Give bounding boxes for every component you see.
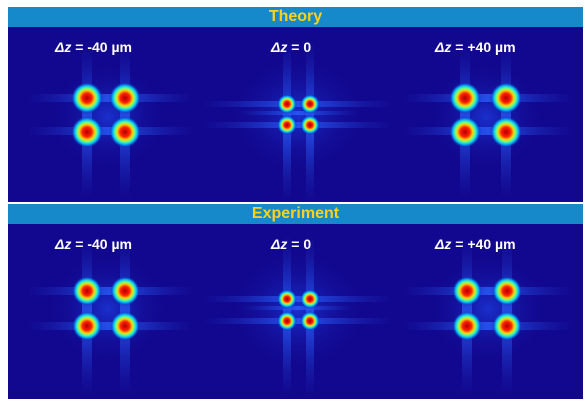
intensity-lobe [71, 82, 103, 114]
intensity-lobe [300, 311, 320, 331]
delta-z-value: = 0 [287, 236, 312, 252]
intensity-lobe [449, 82, 481, 114]
panel-label: Δz = +40 µm [435, 39, 516, 55]
intensity-lobe [277, 289, 297, 309]
theory-pattern-left [28, 47, 193, 197]
theory-panel-row: Δz = -40 µm Δz = 0 Δz = +40 µm [8, 27, 583, 202]
section-title-experiment: Experiment [8, 204, 583, 224]
intensity-lobe [277, 94, 297, 114]
panel-label: Δz = -40 µm [55, 39, 132, 55]
experiment-panel-row: Δz = -40 µm Δz = 0 Δz = +40 µm [8, 224, 583, 399]
intensity-lobe [110, 276, 140, 306]
intensity-lobe [110, 311, 140, 341]
intensity-lobe [72, 276, 102, 306]
intensity-lobe [109, 82, 141, 114]
intensity-lobe [452, 311, 482, 341]
intensity-lobe [300, 94, 320, 114]
intensity-lobe [490, 82, 522, 114]
panel-label: Δz = 0 [271, 236, 311, 252]
delta-z-value: = 0 [287, 39, 312, 55]
panel-label: Δz = 0 [271, 39, 311, 55]
intensity-lobe [300, 289, 320, 309]
delta-z-symbol: Δz [55, 39, 72, 55]
intensity-lobe [277, 311, 297, 331]
experiment-pattern-left [28, 239, 193, 394]
delta-z-value: = -40 µm [71, 39, 132, 55]
theory-intensity-image [28, 42, 573, 202]
delta-z-value: = -40 µm [71, 236, 132, 252]
theory-pattern-center [203, 42, 393, 202]
panel-label: Δz = -40 µm [55, 236, 132, 252]
delta-z-symbol: Δz [435, 236, 452, 252]
delta-z-symbol: Δz [271, 236, 288, 252]
theory-pattern-right [403, 47, 573, 197]
intensity-lobe [277, 115, 297, 135]
intensity-lobe [452, 276, 482, 306]
delta-z-value: = +40 µm [451, 236, 516, 252]
experiment-intensity-image [28, 236, 573, 396]
intensity-lobe [492, 276, 522, 306]
intensity-lobe [72, 311, 102, 341]
panel-label: Δz = +40 µm [435, 236, 516, 252]
intensity-lobe [109, 116, 141, 148]
intensity-lobe [449, 116, 481, 148]
delta-z-symbol: Δz [55, 236, 72, 252]
intensity-lobe [300, 115, 320, 135]
intensity-lobe [490, 116, 522, 148]
delta-z-symbol: Δz [435, 39, 452, 55]
experiment-pattern-right [403, 239, 573, 394]
experiment-pattern-center [203, 236, 393, 396]
intensity-lobe [71, 116, 103, 148]
intensity-lobe [492, 311, 522, 341]
delta-z-symbol: Δz [271, 39, 288, 55]
section-title-theory: Theory [8, 7, 583, 27]
delta-z-value: = +40 µm [451, 39, 516, 55]
